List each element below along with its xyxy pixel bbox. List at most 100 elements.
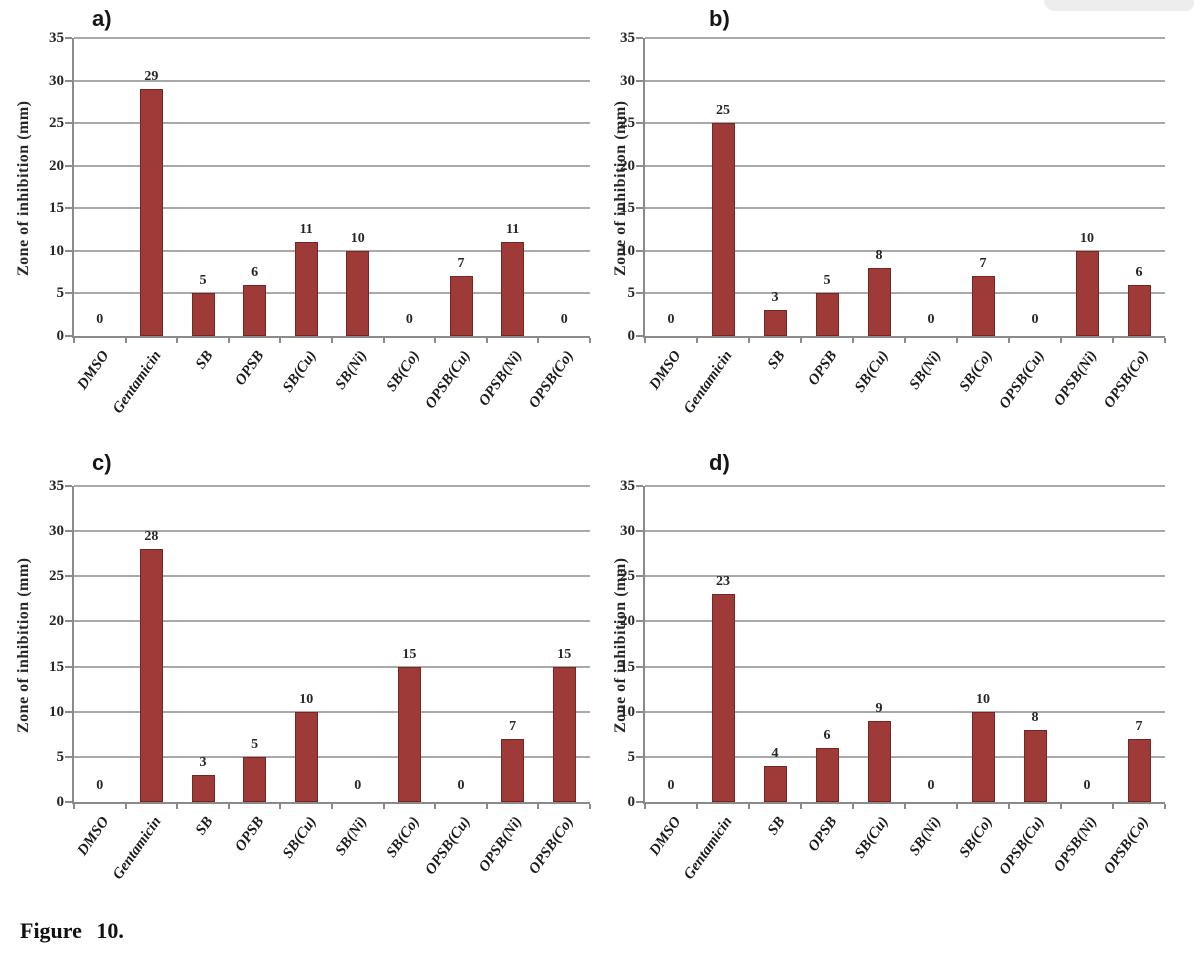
bar-value-label: 3 [199,754,207,770]
x-tick-mark [485,338,488,343]
bar-value-label: 0 [457,778,465,793]
y-tick-label: 5 [627,285,636,302]
x-tick-mark [1112,338,1114,343]
x-tick-mark [537,804,540,809]
bar-value-label: 10 [976,691,990,707]
gridline [74,164,590,167]
y-tick-label: 35 [620,30,635,46]
y-tick-mark [636,335,643,337]
bar [139,89,163,336]
y-tick-mark [636,207,643,210]
x-category-label: OPSB(Co) [1101,348,1153,412]
bar-value-label: 8 [875,247,883,263]
gridline [645,79,1165,82]
x-category-label: Gentamicin [109,814,165,883]
bar [1023,729,1047,802]
x-tick-mark [1008,338,1010,343]
x-tick-mark [696,338,698,343]
bar-value-label: 0 [354,778,362,793]
y-axis-title: Zone of inhibition (mm) [15,100,32,276]
x-tick-mark [485,804,488,809]
bar [552,666,576,802]
y-tick-mark [636,249,643,252]
y-tick-label: 35 [49,30,64,46]
y-tick-label: 30 [620,72,635,89]
x-tick-mark [1008,804,1010,809]
y-tick-mark [636,801,643,803]
bar [1075,250,1099,336]
x-tick-mark [904,804,906,809]
bar-value-label: 11 [299,222,313,238]
y-tick-mark [636,710,643,713]
x-category-label: SB(Co) [956,348,997,395]
y-tick-mark [65,335,72,337]
x-category-label: SB(Ni) [906,348,945,393]
bar [243,284,267,336]
bar-value-label: 28 [144,529,159,545]
panel-label-d: d) [709,450,730,475]
gridline [74,292,590,295]
x-tick-mark [537,338,540,343]
y-tick-label: 20 [620,157,635,174]
bar-value-label: 8 [1031,709,1039,725]
bar [294,242,318,336]
bar [191,293,215,336]
x-category-label: OPSB(Ni) [1050,348,1101,410]
bar-value-label: 6 [823,727,831,743]
bar-value-label: 4 [771,745,779,761]
x-category-label: SB(Cu) [852,348,893,396]
x-category-label: OPSB(Cu) [996,348,1049,412]
gridline [74,485,590,487]
bar-value-label: 10 [299,691,314,707]
bar [763,310,787,336]
x-category-label: OPSB(Cu) [996,814,1049,878]
bar-value-label: 0 [560,312,568,327]
y-tick-mark [636,575,643,578]
chart-panel-d: d) Zone of inhibition (mm) 0 5 10 15 20 25 30 3… [597,440,1194,908]
x-tick-mark [800,804,802,809]
bar [763,765,787,802]
x-category-label: OPSB [805,814,841,855]
bar [711,594,735,802]
y-tick-label: 20 [620,613,635,630]
x-tick-mark [644,804,646,809]
bar-value-label: 0 [927,312,935,327]
bar-value-label: 0 [405,312,413,327]
x-tick-mark [748,804,750,809]
gridline [645,530,1165,533]
bar-value-label: 3 [771,290,779,306]
plot-area: 0 5 10 15 20 25 30 35 0 DMSO 29 Gentamicin 5 SB 6 OPSB 1… [49,30,591,417]
x-category-label: OPSB [805,348,841,389]
x-tick-mark [382,338,385,343]
gridline [645,620,1165,623]
x-tick-mark [904,338,906,343]
bar-value-label: 15 [402,646,417,662]
x-category-label: SB(Co) [383,814,423,861]
plot-area: 0 5 10 15 20 25 30 35 0 DMSO 25 Gentamicin 3 SB 5 OPSB 8… [620,30,1166,417]
y-tick-label: 15 [49,200,64,217]
y-tick-label: 25 [49,568,64,585]
bar-value-label: 10 [350,230,365,246]
gridline [645,292,1165,295]
gridline [645,575,1165,578]
gridline [645,122,1165,125]
y-tick-label: 35 [620,478,635,494]
x-category-label: SB(Ni) [332,348,371,393]
x-category-label: OPSB(Ni) [476,814,526,876]
x-category-label: SB [764,348,789,373]
bar-value-label: 7 [457,256,465,272]
panel-label-c: c) [92,450,112,475]
y-tick-mark [65,620,72,623]
y-tick-mark [636,37,643,39]
gridline [74,79,590,82]
y-tick-mark [65,530,72,533]
x-category-label: SB [192,348,217,373]
y-tick-label: 30 [49,72,64,89]
bar [139,549,163,802]
y-tick-label: 25 [49,115,64,132]
y-tick-mark [636,79,643,82]
bar-value-label: 5 [823,273,831,289]
y-tick-label: 5 [56,748,65,765]
bar-value-label: 7 [509,718,517,734]
bar-value-label: 15 [557,646,572,662]
